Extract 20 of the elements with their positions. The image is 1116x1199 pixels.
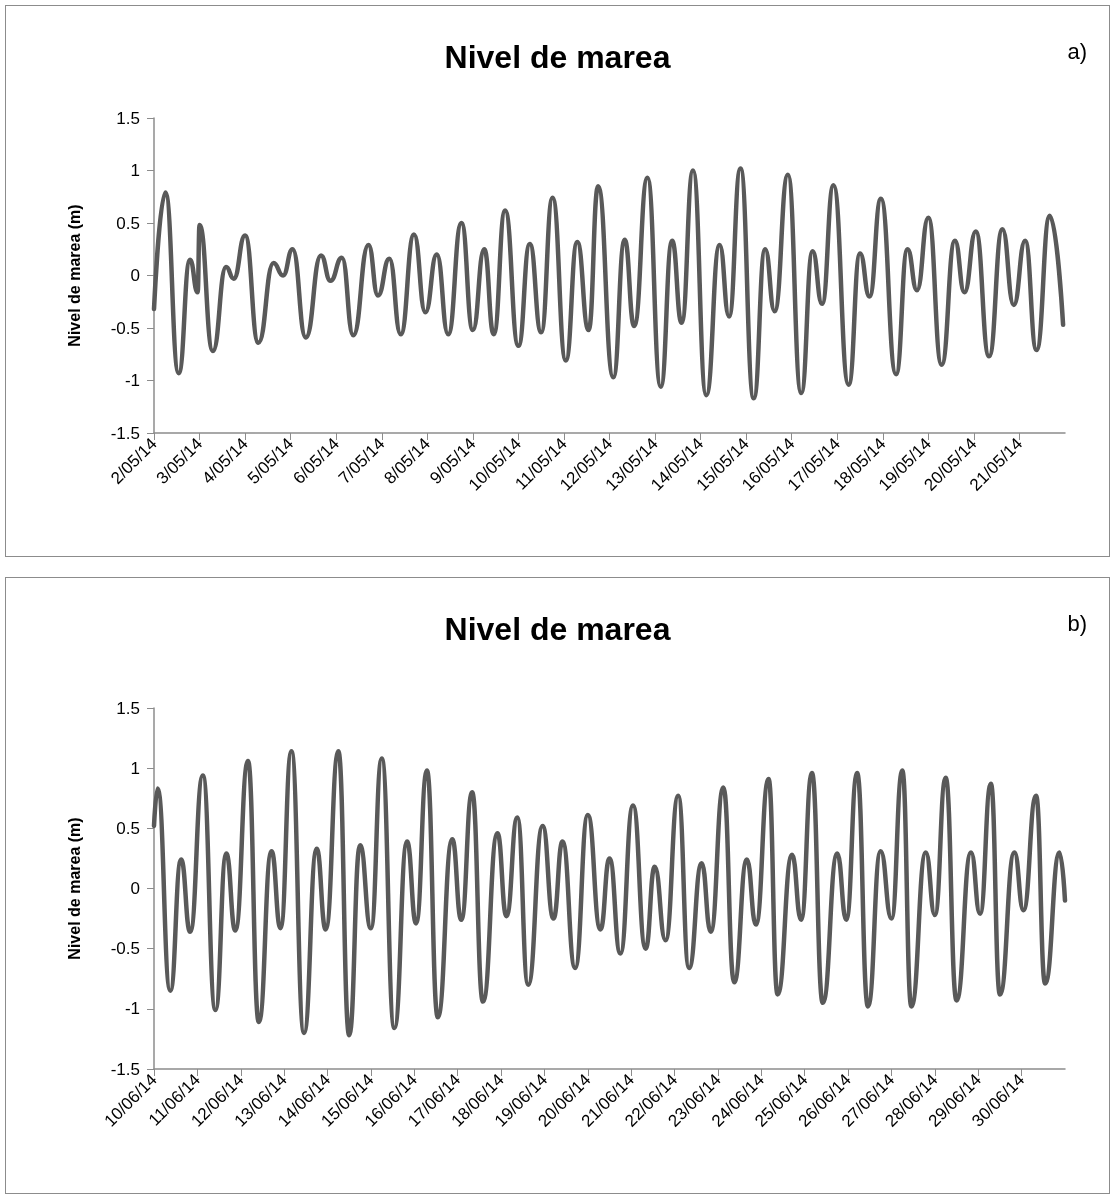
chart-title: Nivel de marea bbox=[444, 39, 671, 75]
y-tick-label: 0 bbox=[130, 266, 140, 285]
text: b) bbox=[1067, 610, 1087, 636]
y-tick-label: -1.5 bbox=[110, 423, 140, 443]
y-axis-title: Nivel de marea (m) bbox=[65, 817, 83, 960]
y-axis-title: Nivel de marea (m) bbox=[65, 204, 83, 347]
y-tick-label: 1 bbox=[130, 758, 140, 778]
y-tick-label: -0.5 bbox=[110, 318, 140, 338]
chart-title: Nivel de marea bbox=[444, 611, 671, 647]
y-tick-label: -1 bbox=[124, 999, 140, 1019]
text: a) bbox=[1067, 38, 1087, 64]
y-tick-label: -1.5 bbox=[110, 1059, 140, 1079]
y-tick-label: 0.5 bbox=[116, 213, 140, 233]
y-tick-label: 1.5 bbox=[116, 108, 140, 128]
y-tick-label: -0.5 bbox=[110, 939, 140, 959]
y-tick-label: -1 bbox=[124, 371, 140, 390]
y-tick-label: 1.5 bbox=[116, 698, 140, 718]
y-tick-label: 0.5 bbox=[116, 818, 140, 838]
y-tick-label: 1 bbox=[130, 161, 140, 180]
y-tick-label: 0 bbox=[130, 879, 140, 898]
